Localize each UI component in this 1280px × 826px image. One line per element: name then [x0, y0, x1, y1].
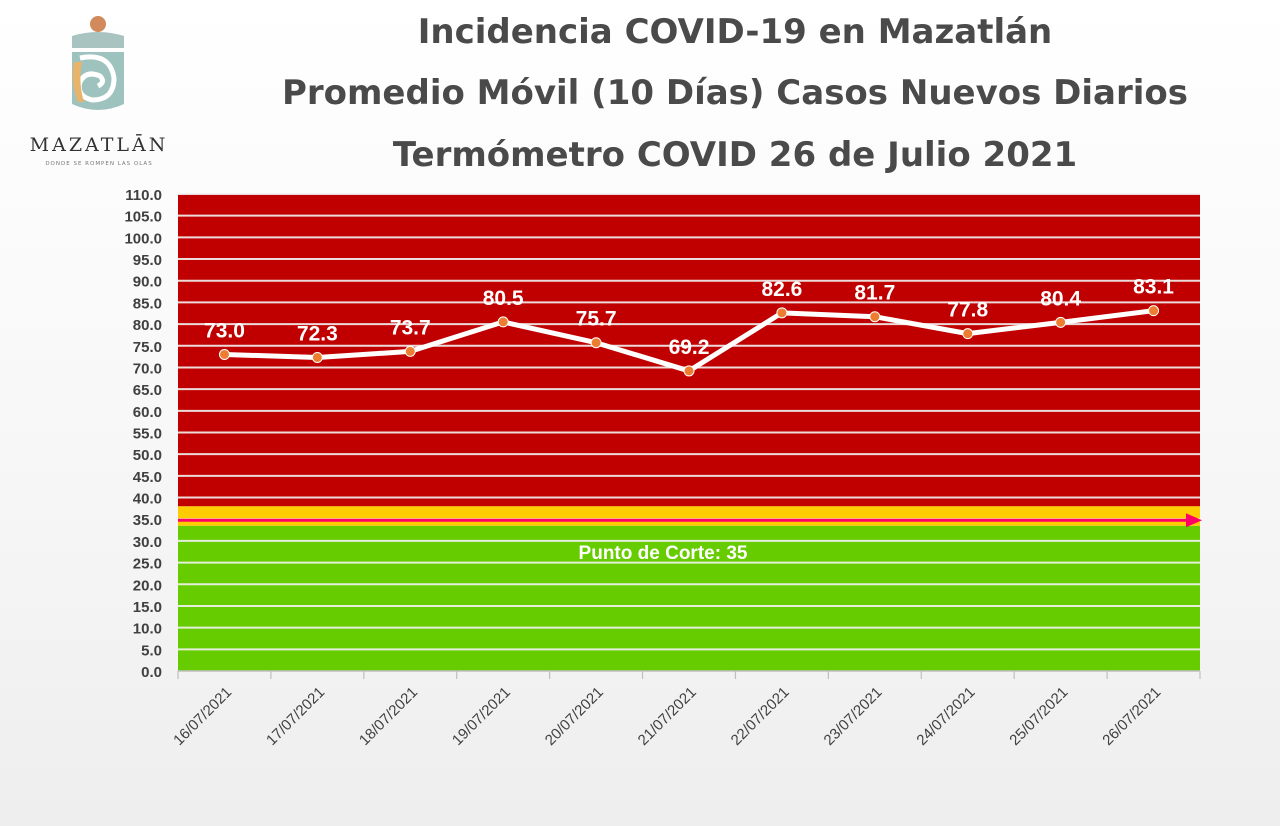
y-tick-label: 65.0 — [133, 382, 162, 399]
cutoff-label: Punto de Corte: 35 — [579, 543, 748, 564]
band-0 — [178, 525, 1200, 671]
data-label: 83.1 — [1133, 276, 1174, 299]
y-tick-label: 85.0 — [133, 295, 162, 312]
y-tick-label: 100.0 — [124, 230, 162, 247]
y-tick-label: 20.0 — [133, 577, 162, 594]
data-point — [962, 328, 974, 340]
x-tick-label: 19/07/2021 — [449, 684, 514, 749]
y-tick-label: 110.0 — [125, 187, 162, 204]
y-tick-label: 45.0 — [133, 469, 162, 486]
data-point — [683, 365, 695, 377]
wave-logo-icon — [72, 16, 124, 110]
logo-tagline: DONDE SE ROMPEN LAS OLAS — [45, 161, 153, 167]
data-label: 73.0 — [204, 319, 245, 342]
data-point — [590, 337, 602, 349]
y-tick-label: 75.0 — [133, 339, 162, 356]
y-tick-label: 0.0 — [141, 664, 162, 681]
data-label: 82.6 — [761, 278, 802, 301]
chart-title-line-3: Termómetro COVID 26 de Julio 2021 — [392, 135, 1078, 175]
y-tick-label: 60.0 — [133, 404, 162, 421]
data-point — [1148, 305, 1160, 317]
y-tick-label: 95.0 — [133, 252, 162, 269]
data-point — [404, 345, 416, 357]
data-label: 75.7 — [576, 308, 617, 331]
data-label: 80.4 — [1040, 287, 1081, 310]
x-tick-label: 22/07/2021 — [728, 684, 793, 749]
x-tick-label: 18/07/2021 — [356, 684, 421, 749]
y-tick-label: 105.0 — [124, 209, 162, 226]
logo-wordmark: MAZATLĀN — [29, 134, 169, 156]
band-1 — [178, 506, 1200, 526]
data-label: 72.3 — [297, 322, 338, 345]
x-tick-label: 16/07/2021 — [170, 684, 235, 749]
data-label: 80.5 — [483, 287, 524, 310]
data-point — [311, 351, 323, 363]
data-label: 77.8 — [947, 299, 988, 322]
cutoff-arrow-icon — [1186, 513, 1202, 528]
x-tick-label: 25/07/2021 — [1006, 684, 1071, 749]
data-label: 81.7 — [854, 282, 895, 305]
y-tick-label: 70.0 — [133, 360, 162, 377]
x-tick-label: 21/07/2021 — [635, 684, 700, 749]
chart-title-line-2: Promedio Móvil (10 Días) Casos Nuevos Di… — [281, 73, 1189, 113]
data-point — [218, 348, 230, 360]
y-tick-label: 30.0 — [133, 534, 162, 551]
y-tick-label: 80.0 — [133, 317, 162, 334]
y-tick-label: 25.0 — [133, 556, 162, 573]
y-tick-label: 40.0 — [133, 491, 162, 508]
x-tick-label: 24/07/2021 — [913, 684, 978, 749]
data-label: 73.7 — [390, 316, 431, 339]
y-tick-label: 50.0 — [133, 447, 162, 464]
y-tick-label: 10.0 — [133, 621, 162, 638]
data-point — [497, 316, 509, 328]
mazatlan-logo: MAZATLĀN DONDE SE ROMPEN LAS OLAS — [14, 12, 184, 172]
y-tick-label: 15.0 — [133, 599, 162, 616]
y-tick-label: 90.0 — [133, 274, 162, 291]
x-tick-label: 17/07/2021 — [263, 684, 328, 749]
x-tick-label: 23/07/2021 — [821, 684, 886, 749]
chart-title-line-1: Incidencia COVID-19 en Mazatlán — [417, 12, 1053, 52]
y-tick-label: 5.0 — [141, 642, 162, 659]
y-tick-label: 35.0 — [133, 512, 162, 529]
x-tick-label: 20/07/2021 — [542, 684, 607, 749]
data-point — [776, 307, 788, 319]
x-tick-label: 26/07/2021 — [1099, 684, 1164, 749]
data-point — [869, 311, 881, 323]
data-label: 69.2 — [669, 336, 710, 359]
y-tick-label: 55.0 — [133, 426, 162, 443]
data-point — [1055, 316, 1067, 328]
